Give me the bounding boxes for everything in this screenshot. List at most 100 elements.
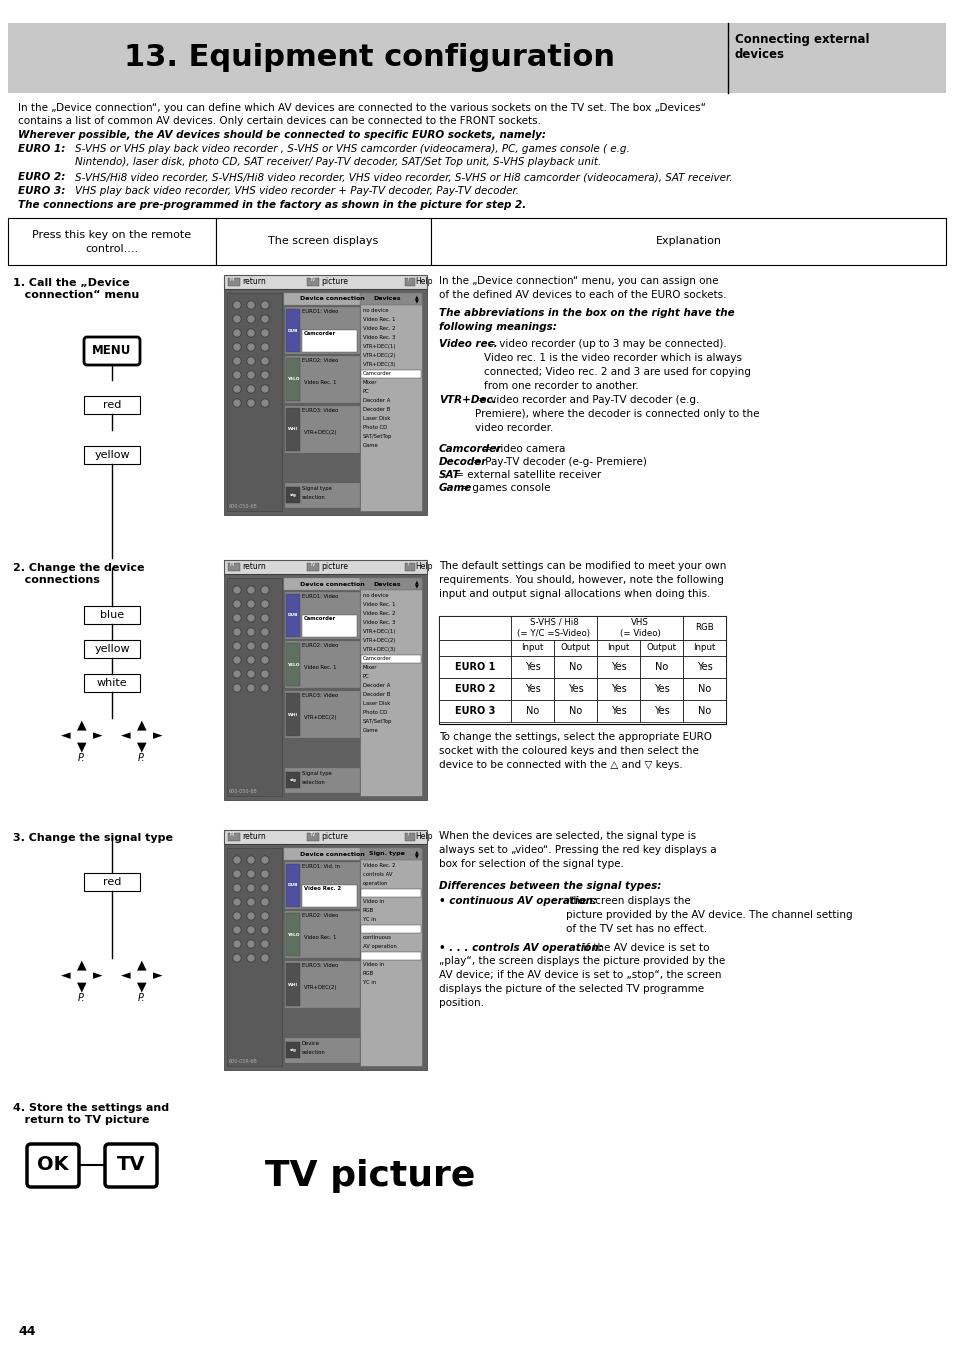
Bar (360, 628, 420, 636)
Text: Video in: Video in (362, 898, 384, 904)
Text: TV picture: TV picture (265, 1159, 475, 1193)
Bar (360, 397, 420, 405)
Bar (360, 916, 420, 924)
Circle shape (248, 898, 253, 905)
Bar (84, 674, 140, 692)
Text: ▼: ▼ (137, 740, 147, 754)
Text: VTR+DEC(2): VTR+DEC(2) (362, 638, 396, 643)
Text: ◄: ◄ (121, 730, 131, 743)
Text: continuous: continuous (362, 935, 392, 940)
Circle shape (247, 357, 254, 365)
Circle shape (262, 857, 268, 863)
Text: P.: P. (78, 753, 86, 763)
Circle shape (233, 400, 240, 407)
Text: OK: OK (37, 1155, 69, 1174)
Text: Signal type: Signal type (302, 771, 332, 775)
Bar (360, 970, 420, 978)
Bar (84, 446, 140, 463)
Bar (228, 278, 240, 286)
Bar (302, 984, 356, 1006)
Bar (511, 616, 597, 640)
Bar (228, 563, 240, 571)
Bar (302, 713, 356, 736)
Circle shape (248, 671, 253, 677)
Circle shape (248, 942, 253, 947)
Bar (554, 640, 597, 657)
Text: 2. Change the device: 2. Change the device (13, 563, 144, 573)
Circle shape (233, 345, 240, 350)
Text: EURO1: Video: EURO1: Video (302, 594, 338, 598)
Bar (224, 561, 427, 574)
Bar (359, 293, 421, 305)
Text: VTR+DEC(3): VTR+DEC(3) (362, 647, 395, 653)
Bar (215, 218, 431, 265)
Bar (360, 638, 420, 644)
Bar (302, 934, 356, 957)
Circle shape (261, 912, 269, 920)
Bar (639, 678, 682, 700)
Bar (302, 885, 356, 907)
Bar (302, 663, 356, 686)
Text: 1. Call the „Device: 1. Call the „Device (13, 278, 130, 288)
Text: picture: picture (320, 277, 348, 286)
Bar (285, 690, 359, 738)
Text: Photo CD: Photo CD (362, 711, 387, 715)
FancyBboxPatch shape (105, 1144, 157, 1188)
Bar (286, 963, 299, 1006)
Text: sig: sig (290, 493, 296, 497)
Circle shape (233, 343, 241, 351)
Circle shape (261, 898, 269, 907)
Text: = Pay-TV decoder (e-g- Premiere): = Pay-TV decoder (e-g- Premiere) (470, 457, 647, 467)
Circle shape (247, 925, 254, 934)
Circle shape (233, 884, 241, 892)
Text: MENU: MENU (92, 345, 132, 358)
Circle shape (262, 913, 268, 919)
Circle shape (233, 925, 241, 934)
Circle shape (248, 857, 253, 863)
Text: SAT/SetTop: SAT/SetTop (362, 719, 392, 724)
Text: VTR+DEC(1): VTR+DEC(1) (362, 630, 396, 634)
Text: 600-050-6B: 600-050-6B (229, 504, 257, 509)
Bar (431, 218, 945, 265)
Text: EURO 2:: EURO 2: (18, 172, 66, 182)
Circle shape (247, 884, 254, 892)
Circle shape (261, 884, 269, 892)
Bar (224, 276, 427, 289)
Circle shape (261, 613, 269, 621)
Circle shape (262, 671, 268, 677)
Bar (360, 925, 420, 934)
Bar (438, 616, 725, 724)
Bar (360, 353, 420, 359)
Bar (554, 700, 597, 721)
Circle shape (261, 301, 269, 309)
Bar (597, 678, 639, 700)
Circle shape (247, 642, 254, 650)
Text: RGB: RGB (362, 908, 374, 913)
Bar (286, 486, 299, 503)
Text: red: red (103, 400, 121, 409)
Text: Device connection: Device connection (299, 296, 364, 301)
Text: Yes: Yes (696, 662, 712, 671)
Bar (360, 682, 420, 690)
Bar (286, 771, 299, 788)
Bar (285, 307, 359, 354)
Bar (639, 640, 682, 657)
Circle shape (248, 657, 253, 663)
Text: 4. Store the settings and: 4. Store the settings and (13, 1102, 169, 1113)
Bar (302, 430, 356, 451)
Circle shape (247, 954, 254, 962)
Circle shape (247, 600, 254, 608)
Text: sig: sig (290, 1048, 296, 1052)
Text: connection“ menu: connection“ menu (13, 290, 139, 300)
Circle shape (248, 386, 253, 392)
Bar (360, 611, 420, 617)
Text: Video rec.: Video rec. (438, 339, 497, 349)
Circle shape (261, 642, 269, 650)
Bar (8, 218, 215, 265)
Bar (286, 643, 299, 686)
Bar (285, 767, 359, 793)
Text: TV: TV (116, 1155, 145, 1174)
Circle shape (248, 630, 253, 635)
Bar (285, 1038, 359, 1063)
Text: Devices: Devices (373, 581, 400, 586)
